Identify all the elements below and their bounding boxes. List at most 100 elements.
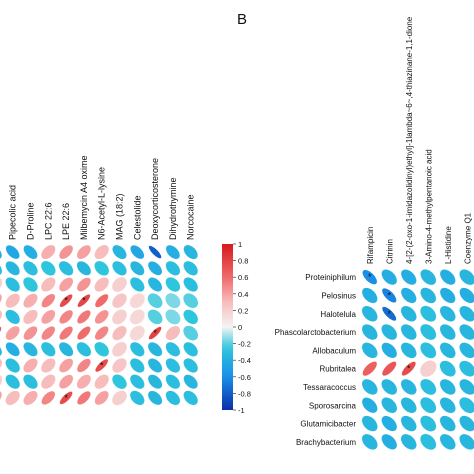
cell-ellipse <box>381 397 398 414</box>
cell-ellipse <box>129 260 145 276</box>
cell-ellipse <box>23 293 38 309</box>
cell-ellipse <box>76 326 91 341</box>
cell-ellipse <box>5 358 21 373</box>
cell-ellipse <box>23 374 38 390</box>
cell-ellipse <box>400 305 417 322</box>
cell-ellipse <box>111 374 128 390</box>
cell-ellipse <box>147 374 163 390</box>
cell-ellipse <box>129 325 146 341</box>
row-label: Pelosinus <box>321 291 356 300</box>
cell-ellipse <box>129 390 145 406</box>
cell-ellipse <box>111 293 128 309</box>
cell-ellipse <box>5 325 20 341</box>
cell-ellipse <box>400 397 417 414</box>
column-label: L-Histidine <box>444 226 453 264</box>
cell-ellipse <box>40 244 56 260</box>
panel-b-label: B <box>237 11 247 28</box>
colorbar-tick-label: 0.6 <box>238 273 248 282</box>
row-label: Allobaculum <box>312 346 356 355</box>
column-label: LPE 22:6 <box>61 203 71 240</box>
cell-ellipse <box>111 357 128 374</box>
colorbar-tick-label: 0 <box>238 323 242 332</box>
row-label: Tessaracoccus <box>303 383 356 392</box>
cell-ellipse <box>41 326 56 341</box>
cell-ellipse <box>419 305 437 323</box>
cell-ellipse <box>94 309 109 325</box>
colorbar-tick-label: -0.2 <box>238 340 251 349</box>
cell-ellipse <box>381 361 397 377</box>
cell-ellipse <box>361 378 378 396</box>
row-label: Phascolarctobacterium <box>275 328 357 337</box>
cell-ellipse <box>40 260 56 276</box>
cell-ellipse <box>381 378 398 396</box>
cell-ellipse <box>420 287 437 304</box>
cell-ellipse <box>5 390 21 406</box>
cell-ellipse <box>458 360 474 377</box>
cell-ellipse <box>459 287 474 304</box>
cell-ellipse <box>419 342 437 359</box>
cell-ellipse <box>147 309 163 325</box>
column-label: 3-Amino-4-methylpentanoic acid <box>424 149 433 264</box>
cell-ellipse <box>94 260 110 276</box>
cell-ellipse <box>420 269 437 286</box>
column-label: Milbemycin A4 oxime <box>79 155 89 240</box>
cell-ellipse <box>94 341 110 357</box>
cell-ellipse <box>381 269 398 286</box>
cell-ellipse <box>147 261 163 276</box>
cell-ellipse <box>165 276 181 293</box>
cell-ellipse <box>148 326 162 340</box>
cell-ellipse <box>147 358 163 373</box>
cell-ellipse <box>147 341 163 357</box>
column-label: Citrinin <box>385 239 394 264</box>
cell-ellipse <box>59 391 73 405</box>
column-label: Rifampicin <box>366 227 375 264</box>
cell-ellipse <box>0 293 3 308</box>
cell-ellipse <box>129 292 146 309</box>
colorbar-tick-label: 0.2 <box>238 306 248 315</box>
column-label: N6-Acetyl-L-lysine <box>97 167 107 240</box>
colorbar-tick-label: -0.8 <box>238 389 251 398</box>
cell-ellipse <box>0 390 3 406</box>
cell-ellipse <box>400 415 417 432</box>
colorbar-tick-label: 0.8 <box>238 257 248 266</box>
significance-marker: * <box>64 393 68 403</box>
column-label: 4-[2-(2-oxo-1-imidazolidinyl)ethyl]-1lam… <box>405 16 414 264</box>
cell-ellipse <box>23 244 38 260</box>
cell-ellipse <box>183 244 199 260</box>
cell-ellipse <box>419 396 437 414</box>
cell-ellipse <box>459 323 474 341</box>
cell-ellipse <box>59 294 73 308</box>
cell-ellipse <box>112 244 127 260</box>
cell-ellipse <box>0 358 3 373</box>
cell-ellipse <box>361 323 378 341</box>
cell-ellipse <box>419 323 437 341</box>
cell-ellipse <box>361 397 378 414</box>
cell-ellipse <box>182 292 199 309</box>
cell-ellipse <box>58 358 74 373</box>
cell-ellipse <box>183 358 199 373</box>
cell-ellipse <box>419 360 437 378</box>
cell-ellipse <box>400 378 417 396</box>
row-label: Brachybacterium <box>296 438 356 447</box>
cell-ellipse <box>23 325 38 341</box>
cell-ellipse <box>400 269 417 286</box>
cell-ellipse <box>23 341 38 357</box>
cell-ellipse <box>381 287 397 303</box>
cell-ellipse <box>58 374 74 389</box>
significance-marker: * <box>387 309 391 319</box>
cell-ellipse <box>459 378 474 396</box>
cell-ellipse <box>129 277 145 292</box>
cell-ellipse <box>400 342 417 359</box>
cell-ellipse <box>76 244 92 260</box>
cell-ellipse <box>5 309 21 325</box>
cell-ellipse <box>165 390 181 406</box>
cell-ellipse <box>183 309 199 325</box>
cell-ellipse <box>361 305 378 322</box>
significance-marker: * <box>407 364 411 374</box>
cell-ellipse <box>22 276 39 293</box>
cell-ellipse <box>41 293 56 308</box>
cell-ellipse <box>459 415 474 432</box>
cell-ellipse <box>58 260 74 276</box>
cell-ellipse <box>165 374 181 390</box>
